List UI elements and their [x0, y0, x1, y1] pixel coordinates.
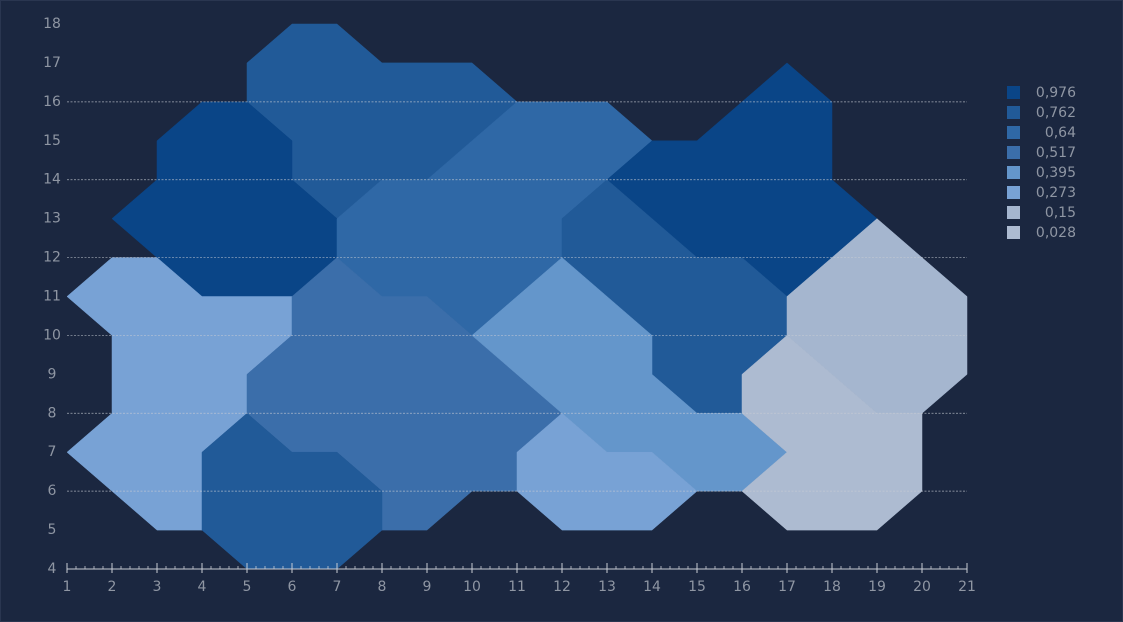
- legend: 0,976 0,762 0,64 0,517 0,395 0,273 0,15 0,028: [1007, 85, 1076, 241]
- x-tick-label: 15: [688, 579, 706, 595]
- contour-region: [246, 257, 563, 531]
- legend-swatch: [1007, 126, 1020, 139]
- legend-label: 0,517: [1036, 145, 1076, 161]
- x-tick-label: 18: [823, 579, 841, 595]
- x-tick-label: 1: [63, 579, 72, 595]
- legend-swatch: [1007, 206, 1020, 219]
- legend-swatch: [1007, 146, 1020, 159]
- legend-swatch: [1007, 86, 1020, 99]
- legend-swatch: [1007, 226, 1020, 239]
- y-tick-label: 5: [48, 522, 57, 538]
- x-tick-label: 8: [378, 579, 387, 595]
- x-tick-label: 21: [958, 579, 976, 595]
- y-tick-label: 12: [43, 250, 61, 266]
- x-tick-label: 9: [423, 579, 432, 595]
- y-tick-label: 4: [48, 561, 57, 577]
- x-tick-label: 5: [243, 579, 252, 595]
- y-tick-label: 15: [43, 133, 61, 149]
- y-tick-label: 14: [43, 172, 61, 188]
- x-tick-label: 10: [463, 579, 481, 595]
- contour-region: [516, 412, 698, 531]
- x-tick-label: 17: [778, 579, 796, 595]
- legend-label: 0,976: [1036, 85, 1076, 101]
- y-tick-label: 8: [48, 405, 57, 421]
- x-tick-label: 11: [508, 579, 526, 595]
- x-tick-label: 4: [198, 579, 207, 595]
- x-tick-label: 12: [553, 579, 571, 595]
- x-tick-label: 20: [913, 579, 931, 595]
- x-tick-label: 13: [598, 579, 616, 595]
- y-tick-label: 18: [43, 16, 61, 32]
- y-tick-label: 13: [43, 211, 61, 227]
- x-tick-label: 7: [333, 579, 342, 595]
- x-tick-label: 3: [153, 579, 162, 595]
- legend-label: 0,028: [1036, 225, 1076, 241]
- x-tick-label: 6: [288, 579, 297, 595]
- y-tick-label: 7: [48, 444, 57, 460]
- x-tick-label: 19: [868, 579, 886, 595]
- y-tick-label: 6: [48, 483, 57, 499]
- legend-label: 0,273: [1036, 185, 1076, 201]
- legend-swatch: [1007, 106, 1020, 119]
- legend-label: 0,395: [1036, 165, 1076, 181]
- legend-swatch: [1007, 166, 1020, 179]
- y-tick-label: 16: [43, 94, 61, 110]
- x-tick-label: 2: [108, 579, 117, 595]
- y-tick-label: 17: [43, 55, 61, 71]
- x-tick-label: 16: [733, 579, 751, 595]
- legend-label: 0,15: [1045, 205, 1076, 221]
- legend-label: 0,762: [1036, 105, 1076, 121]
- x-tick-label: 14: [643, 579, 661, 595]
- y-tick-label: 10: [43, 327, 61, 343]
- legend-label: 0,64: [1045, 125, 1076, 141]
- legend-swatch: [1007, 186, 1020, 199]
- y-tick-label: 9: [48, 366, 57, 382]
- y-tick-label: 11: [43, 289, 61, 305]
